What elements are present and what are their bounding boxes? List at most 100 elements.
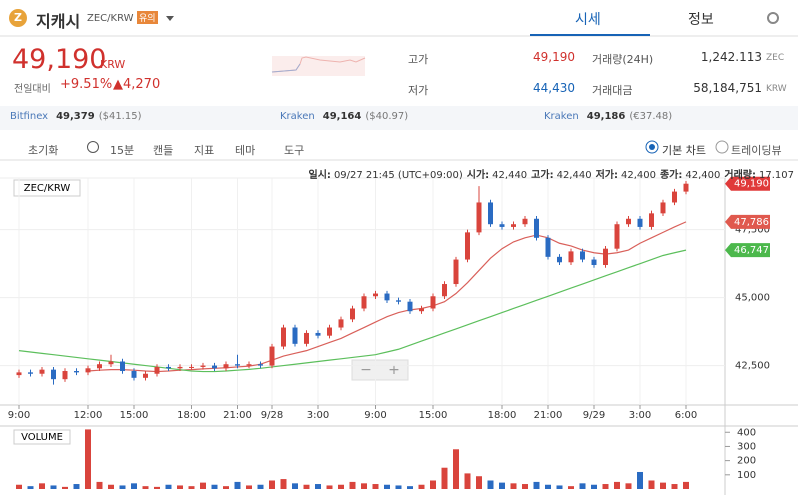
volume-bar — [96, 481, 103, 489]
exchange-price: 49,186 — [586, 111, 626, 122]
candle-body — [97, 364, 102, 369]
candle-body — [39, 369, 45, 374]
candle-body — [246, 364, 252, 366]
tool[interactable]: 15분 — [110, 144, 135, 157]
radio[interactable] — [715, 140, 729, 154]
volume-bar — [154, 486, 160, 489]
volume-bar — [441, 467, 448, 489]
stat-value: 44,430 — [533, 81, 575, 95]
y2-tick-label: 100 — [737, 470, 756, 481]
exchange-bar — [0, 106, 798, 130]
volume-bar — [292, 483, 298, 489]
change-pct: +9.51% — [60, 77, 113, 92]
price-marker — [725, 176, 770, 191]
volume-bar — [361, 483, 367, 489]
volume-bar — [660, 482, 666, 489]
stat-value: 49,190 — [533, 50, 575, 64]
mode[interactable]: 트레이딩뷰 — [731, 144, 782, 157]
volume-bar — [568, 486, 574, 489]
candle-body — [223, 364, 229, 369]
exchange: Kraken 49,186 (€37.48) — [544, 111, 672, 122]
change-label: 전일대비 — [14, 84, 51, 95]
tab[interactable]: 시세 — [575, 12, 601, 28]
x-tick-label: 9/28 — [261, 410, 283, 421]
volume-bar — [418, 484, 425, 489]
candle-body — [557, 256, 562, 263]
volume-bar — [579, 483, 586, 489]
stat-label: 고가 — [408, 53, 429, 66]
coin-name: 지캐시 — [36, 12, 81, 31]
volume-bar — [545, 484, 551, 489]
info-label: 고가: — [531, 170, 554, 181]
stat-unit: ZEC — [766, 53, 785, 63]
candle-body — [108, 361, 114, 365]
volume-bar — [119, 485, 126, 489]
mode[interactable]: 기본 차트 — [662, 144, 706, 157]
sparkline-area — [272, 56, 365, 76]
candle-body — [177, 366, 183, 369]
y-tick-label: 42,500 — [735, 361, 770, 372]
volume-bar — [257, 484, 264, 489]
volume-bar — [407, 486, 413, 489]
candle-body — [120, 361, 125, 372]
candle-body — [430, 296, 436, 309]
radio[interactable] — [645, 140, 659, 154]
zoom-out[interactable]: − — [360, 362, 372, 378]
tool[interactable]: 도구 — [284, 144, 305, 157]
radio-dot — [649, 144, 655, 150]
zoom-box[interactable] — [351, 359, 409, 381]
info-value: 42,440 — [556, 170, 592, 181]
volume-bar — [625, 483, 632, 489]
candle-body — [442, 284, 447, 297]
candle-body — [488, 202, 493, 225]
exchange: Bitfinex 49,379 ($41.15) — [10, 111, 141, 122]
x-tick-label: 9:00 — [364, 410, 386, 421]
zoom-in[interactable]: + — [388, 362, 400, 378]
info-label: 거래량: — [724, 170, 756, 181]
candle-body — [373, 293, 378, 297]
volume-bar — [683, 481, 689, 489]
info-label: 종가: — [659, 170, 683, 181]
candle-body — [143, 373, 148, 378]
price-marker-label: 46,747 — [734, 245, 769, 256]
price-marker — [725, 243, 770, 258]
candle-body — [131, 371, 137, 378]
volume-bar — [16, 484, 22, 489]
volume-bar — [303, 484, 310, 489]
exchange-fx: ($40.97) — [365, 111, 409, 122]
exchange-price: 49,379 — [56, 111, 95, 122]
candle-body — [327, 327, 332, 336]
settings-icon[interactable] — [767, 12, 779, 24]
tool[interactable]: 초기화 — [28, 144, 59, 157]
info-value: 42,440 — [492, 170, 528, 181]
info-line: 일시: 09/27 21:45 (UTC+09:00) 시가: 42,440 고가: 42… — [305, 166, 794, 181]
volume-bar — [39, 483, 45, 489]
change-amt: ▲4,270 — [113, 77, 161, 92]
x-tick-label: 9/29 — [583, 410, 605, 421]
info-label: 일시: — [308, 170, 331, 181]
tool[interactable]: 지표 — [194, 144, 215, 157]
candle-body — [235, 364, 240, 366]
volume-bar — [177, 485, 183, 489]
candle-body — [281, 327, 286, 347]
y2-tick-label: 300 — [737, 441, 756, 452]
info-label: 시가: — [466, 170, 490, 181]
volume-bar — [73, 484, 80, 489]
x-tick-label: 21:00 — [223, 410, 252, 421]
candle-body — [361, 296, 367, 309]
candle-body — [166, 366, 171, 369]
candle-body — [568, 251, 574, 263]
stat-label: 거래량(24H) — [592, 53, 654, 66]
tab[interactable]: 정보 — [688, 12, 714, 28]
volume-bar — [637, 471, 643, 489]
volume-bar — [188, 486, 195, 489]
candle-body — [591, 259, 597, 265]
candle-body — [28, 372, 33, 374]
tool[interactable]: 테마 — [235, 144, 256, 157]
candle-body — [350, 308, 355, 320]
volume-bar — [200, 482, 206, 489]
tool[interactable]: 캔들 — [153, 144, 174, 157]
globe-icon[interactable] — [87, 141, 99, 153]
volume-bar — [315, 484, 321, 489]
volume-bar — [246, 485, 252, 489]
